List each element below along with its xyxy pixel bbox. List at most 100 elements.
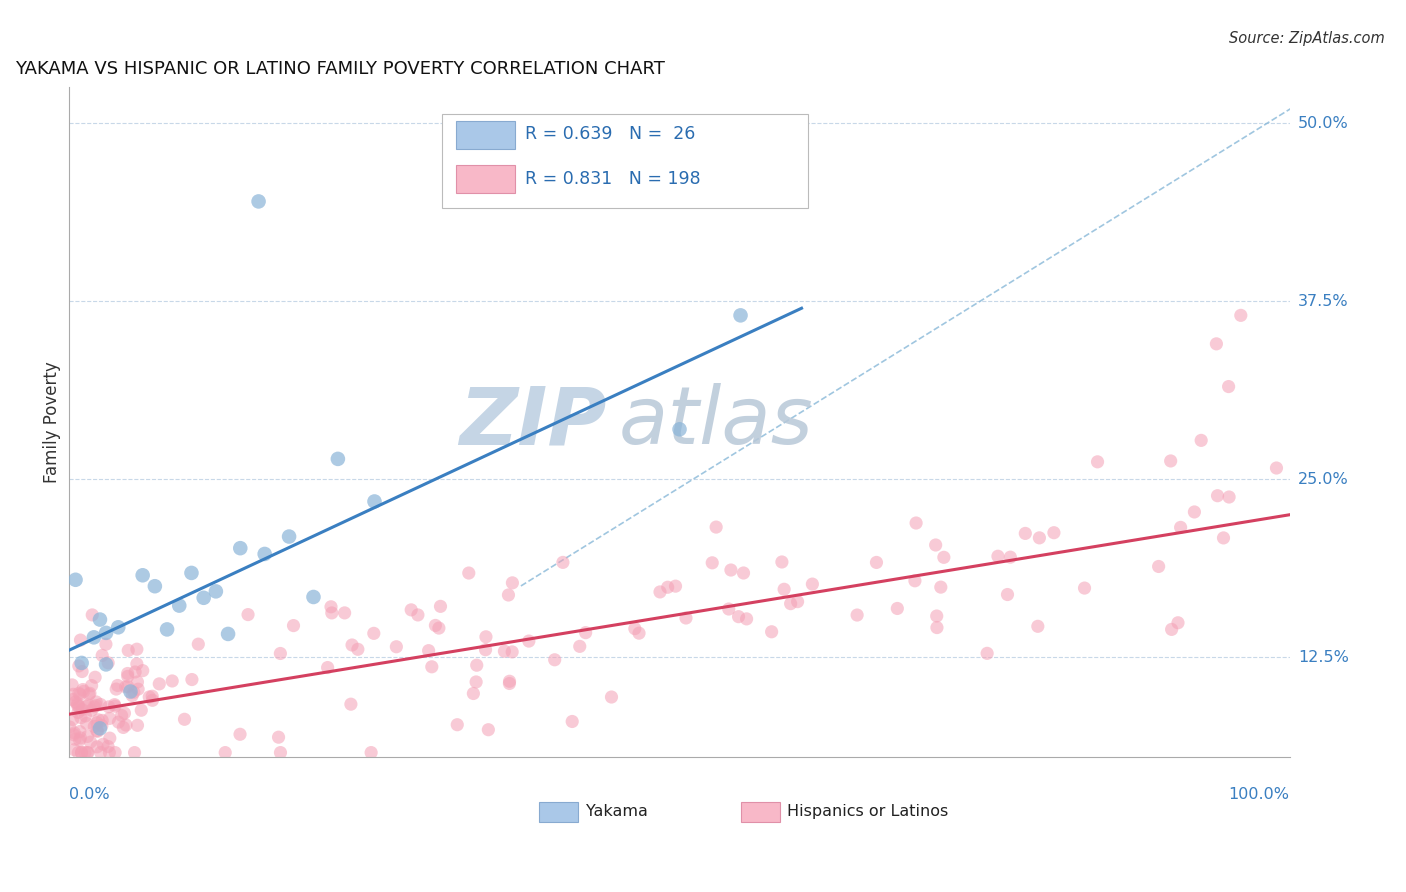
Point [427,621,450,635]
Point [114,680,136,694]
Point [127,718,149,732]
Point [668,422,690,436]
Point [1026,619,1049,633]
Point [80,679,103,693]
Point [997,588,1019,602]
Point [91,648,114,663]
Point [83,631,105,645]
Point [544,653,567,667]
FancyBboxPatch shape [456,121,515,149]
Point [84,695,107,709]
Point [70,656,93,670]
Point [420,660,443,674]
Point [846,608,869,623]
Point [932,550,955,565]
Point [94,637,117,651]
Point [229,541,252,556]
Point [98,711,121,725]
Point [727,609,749,624]
Point [72,682,94,697]
Point [60,678,83,692]
Point [180,566,202,580]
Point [82,607,104,622]
Point [347,642,370,657]
Point [117,680,139,694]
Point [124,665,146,679]
Point [886,601,908,615]
Point [761,624,783,639]
Point [89,613,111,627]
Point [67,699,90,714]
Point [801,577,824,591]
Text: 100.0%: 100.0% [1229,787,1289,802]
Point [97,699,120,714]
Point [76,716,98,731]
Point [1230,309,1253,323]
Point [62,692,84,706]
Point [474,642,496,657]
Point [65,695,87,709]
Point [117,666,139,681]
Point [120,684,142,698]
Point [66,706,89,720]
Point [83,699,105,714]
Point [773,582,796,597]
Point [87,713,110,727]
Point [76,746,98,760]
Text: 0.0%: 0.0% [69,787,110,802]
Point [1160,454,1182,468]
Point [117,669,139,683]
Point [94,657,117,672]
Point [67,659,90,673]
Point [904,574,927,588]
Text: atlas: atlas [619,384,813,461]
Point [63,726,86,740]
Point [269,746,291,760]
Point [501,575,523,590]
Point [865,556,887,570]
Point [269,647,291,661]
Point [94,625,117,640]
Point [104,746,127,760]
Point [501,645,523,659]
Point [75,709,97,723]
Point [267,730,290,744]
Point [1212,531,1234,545]
Point [517,634,540,648]
Point [107,715,129,730]
Text: YAKAMA VS HISPANIC OR LATINO FAMILY POVERTY CORRELATION CHART: YAKAMA VS HISPANIC OR LATINO FAMILY POVE… [14,60,665,78]
Point [321,606,343,620]
Point [770,555,793,569]
Point [91,737,114,751]
Point [730,309,752,323]
Point [121,689,143,703]
Point [69,731,91,745]
Point [600,690,623,704]
Point [457,566,479,580]
Point [1205,336,1227,351]
Point [104,699,127,714]
Point [1206,489,1229,503]
Point [125,657,148,671]
Point [122,685,145,699]
Point [66,698,89,713]
Text: 25.0%: 25.0% [1298,472,1348,487]
Point [86,724,108,739]
Text: 37.5%: 37.5% [1298,293,1348,309]
Point [1160,623,1182,637]
Point [90,746,112,760]
Point [91,714,114,728]
Point [627,626,650,640]
Point [717,602,740,616]
Point [1265,461,1288,475]
Point [664,579,686,593]
Point [477,723,499,737]
Point [76,730,98,744]
Point [69,733,91,747]
Point [236,607,259,622]
Point [112,721,135,735]
Point [125,642,148,657]
Point [1028,531,1050,545]
FancyBboxPatch shape [741,802,779,822]
Point [253,547,276,561]
